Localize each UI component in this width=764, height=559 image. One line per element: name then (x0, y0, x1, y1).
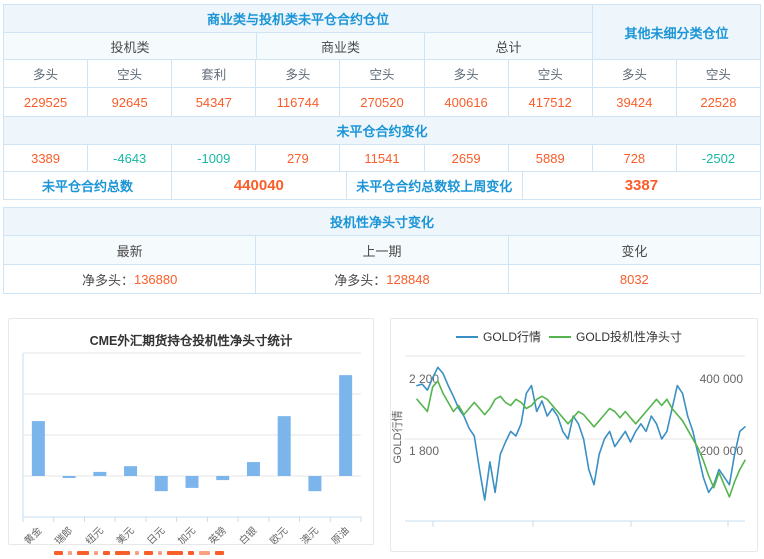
changes-value-row: 3389 -4643 -1009 279 11541 2659 5889 728 -2502 (4, 144, 760, 171)
change-value-5: 2659 (423, 145, 508, 171)
left-axis-tick-top: 2 200 (409, 372, 439, 386)
total-open-interest-value: 440040 (171, 172, 346, 199)
net-latest-label: 净多头： (81, 272, 134, 288)
bar-纽元 (93, 471, 107, 476)
change-value-4: 11541 (339, 145, 423, 171)
bar-美元 (124, 466, 138, 476)
change-value-6: 5889 (507, 145, 592, 171)
bar-category-label: 日元 (145, 525, 167, 544)
bar-category-label: 瑞郎 (52, 524, 75, 544)
net-value-row: 净多头： 136880 净多头： 128848 8032 (4, 264, 760, 293)
net-col-header-2: 变化 (507, 236, 760, 264)
col-header-2: 套利 (171, 60, 255, 87)
change-value-8: -2502 (675, 145, 760, 171)
group-header-2: 总计 (424, 33, 592, 59)
position-value-1: 92645 (87, 88, 171, 116)
legend-item-gold-price[interactable]: GOLD行情 (456, 330, 541, 344)
change-value-1: -4643 (87, 145, 171, 171)
legend-label: GOLD行情 (483, 330, 541, 344)
col-header-6: 空头 (507, 60, 592, 87)
net-position-table: 投机性净头寸变化 最新 上一期 变化 净多头： 136880 净多头： 128848… (3, 207, 761, 294)
bar-黄金 (31, 421, 45, 476)
bar-白银 (246, 462, 260, 476)
col-header-7: 多头 (591, 60, 676, 87)
y-axis-title: GOLD行情 (391, 410, 404, 463)
bar-澳元 (308, 476, 322, 492)
position-value-3: 116744 (255, 88, 339, 116)
net-col-header-0: 最新 (116, 243, 143, 259)
gold-net-position-line (416, 380, 746, 498)
net-prev-value: 128848 (386, 271, 430, 287)
bar-加元 (185, 476, 199, 488)
net-col-header-1: 上一期 (255, 236, 507, 264)
bar-category-label: 原油 (328, 524, 351, 544)
bar-瑞郎 (62, 476, 76, 479)
net-change-cell: 8032 (507, 265, 760, 293)
position-value-6: 417512 (507, 88, 592, 116)
bar-category-label: 白银 (236, 524, 259, 544)
main-header: 商业类与投机类未平仓合约仓位 (207, 12, 390, 27)
bar-chart-title: CME外汇期货持仓投机性净头寸统计 (90, 333, 293, 348)
change-value-2: -1009 (171, 145, 255, 171)
left-axis-tick-bottom: 1 800 (409, 444, 439, 458)
legend-item-gold-net-position[interactable]: GOLD投机性净头寸 (549, 329, 682, 344)
col-header-8: 空头 (675, 60, 760, 87)
right-axis-tick-bottom: 200 000 (700, 444, 744, 458)
bar-日元 (154, 476, 168, 492)
position-value-5: 400616 (423, 88, 508, 116)
gold-price-line (416, 366, 746, 501)
bar-category-label: 加元 (175, 525, 198, 544)
group-header-row: 投机类 商业类 总计 (4, 32, 593, 59)
other-header: 其他未细分类仓位 (592, 5, 760, 59)
col-header-4: 空头 (339, 60, 423, 87)
position-value-2: 54347 (171, 88, 255, 116)
totals-row: 未平仓合约总数 440040 未平仓合约总数较上周变化 3387 (4, 171, 760, 199)
clipped-text-fragment (54, 551, 229, 556)
gold-price-vs-net-position-chart: GOLD行情 GOLD投机性净头寸 2 200 400 000 1 800 200 000… (391, 329, 746, 527)
group-header-0: 投机类 (110, 39, 150, 55)
bar-原油 (339, 375, 353, 476)
col-header-5: 多头 (423, 60, 508, 87)
positions-table: 商业类与投机类未平仓合约仓位 投机类 商业类 总计 其他未细分类仓位 多头 空头 套利多… (3, 4, 761, 200)
total-open-interest-label: 未平仓合约总数 (42, 179, 134, 194)
bar-chart-panel: CME外汇期货持仓投机性净头寸统计黄金 瑞郎 纽元 美元 日元 加元 英镑 白银 欧元 澳元 原油 (8, 318, 374, 545)
bar-category-label: 黄金 (21, 524, 44, 544)
position-value-8: 22528 (675, 88, 760, 116)
net-latest-cell: 净多头： 136880 (4, 265, 255, 293)
net-section-header: 投机性净头寸变化 (329, 215, 434, 230)
change-section-header: 未平仓合约变化 (336, 124, 428, 139)
position-value-0: 229525 (23, 94, 68, 110)
position-value-7: 39424 (591, 88, 676, 116)
col-header-3: 多头 (255, 60, 339, 87)
legend-label: GOLD投机性净头寸 (576, 329, 682, 344)
col-header-0: 多头 (33, 68, 59, 82)
net-latest-value: 136880 (133, 271, 178, 287)
change-value-7: 728 (591, 145, 676, 171)
positions-value-row: 229525 92645 54347 116744 270520 400616 417512… (4, 87, 760, 116)
change-value-0: 3389 (31, 150, 61, 166)
bar-category-label: 欧元 (268, 525, 291, 544)
bar-英镑 (216, 476, 230, 481)
change-value-3: 279 (255, 145, 339, 171)
total-change-value: 3387 (521, 172, 760, 199)
net-prev-label: 净多头： (334, 272, 387, 288)
bar-欧元 (277, 416, 291, 476)
group-header-1: 商业类 (256, 33, 424, 59)
net-column-header-row: 最新 上一期 变化 (4, 235, 760, 264)
bar-category-label: 英镑 (206, 524, 229, 544)
column-header-row: 多头 空头 套利 多头 空头 多头 空头 多头 空头 (4, 59, 760, 87)
col-header-1: 空头 (87, 60, 171, 87)
bar-category-label: 纽元 (83, 524, 106, 544)
bar-category-label: 美元 (113, 524, 136, 544)
line-chart-panel: GOLD行情 GOLD投机性净头寸 2 200 400 000 1 800 200 000… (390, 318, 758, 552)
net-prev-cell: 净多头： 128848 (255, 265, 507, 293)
right-axis-tick-top: 400 000 (700, 372, 744, 386)
header-band: 商业类与投机类未平仓合约仓位 投机类 商业类 总计 其他未细分类仓位 (4, 5, 760, 59)
total-change-label: 未平仓合约总数较上周变化 (345, 172, 522, 199)
position-value-4: 270520 (339, 88, 423, 116)
net-change-value: 8032 (619, 271, 649, 287)
bar-category-label: 澳元 (298, 524, 321, 544)
